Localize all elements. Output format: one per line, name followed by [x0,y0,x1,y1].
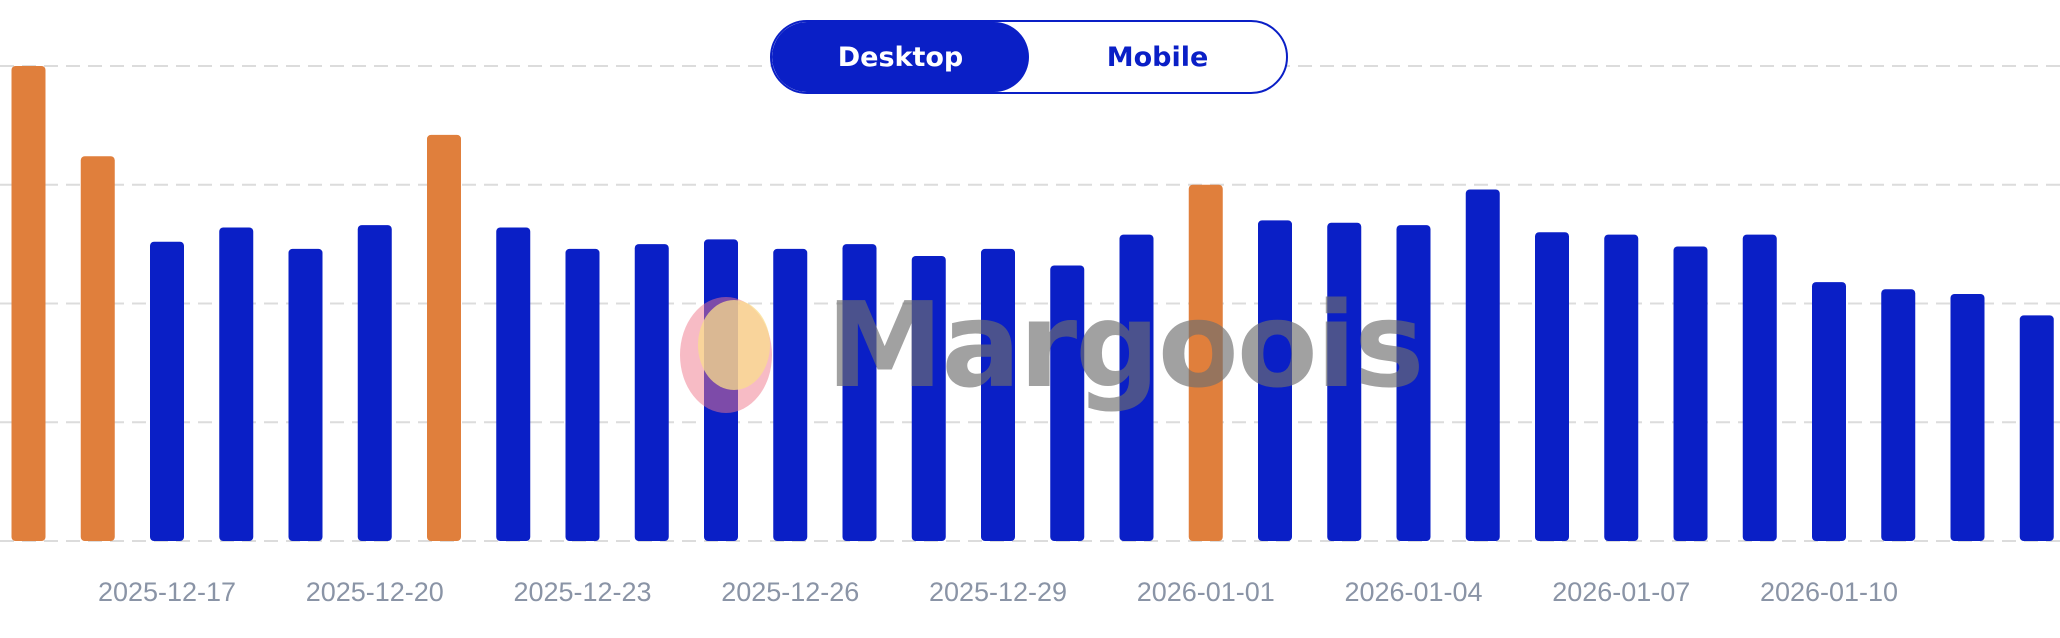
grid-lines [0,65,2060,542]
x-tick-label: 2025-12-29 [929,577,1067,607]
bar-2025-12-27[interactable] [842,244,877,541]
bar-2025-12-30[interactable] [1050,265,1085,542]
bar-2025-12-31[interactable] [1119,234,1154,541]
bar-2026-01-06[interactable] [1535,232,1569,541]
bar-2025-12-22[interactable] [496,227,531,542]
x-tick-label: 2025-12-26 [721,577,859,607]
x-tick-label: 2026-01-07 [1552,577,1690,607]
bar-2025-12-19[interactable] [288,248,323,541]
bar-2025-12-17[interactable] [150,241,184,541]
x-tick-label: 2026-01-10 [1760,577,1898,607]
bar-2025-12-15[interactable] [11,66,46,541]
bar-2025-12-18[interactable] [219,227,254,542]
bar-2026-01-04[interactable] [1396,225,1431,541]
bar-2025-12-24[interactable] [634,244,669,541]
bar-2025-12-28[interactable] [911,256,946,541]
bar-2026-01-11[interactable] [1881,289,1916,541]
x-tick-label: 2025-12-20 [306,577,444,607]
bar-2026-01-05[interactable] [1465,189,1500,542]
mobile-toggle-button[interactable]: Mobile [1106,41,1209,73]
x-tick-label: 2026-01-04 [1344,577,1482,607]
bar-2025-12-25[interactable] [704,239,738,541]
desktop-toggle-button[interactable]: Desktop [772,22,1029,92]
x-tick-label: 2025-12-17 [98,577,236,607]
x-tick-label: 2026-01-01 [1137,577,1275,607]
bar-2025-12-26[interactable] [773,248,808,541]
bar-2026-01-13[interactable] [2019,315,2054,541]
bar-2025-12-23[interactable] [565,248,600,541]
bar-2025-12-16[interactable] [80,156,115,541]
bar-2025-12-21[interactable] [427,134,461,541]
x-tick-label: 2025-12-23 [513,577,651,607]
bar-2026-01-08[interactable] [1673,246,1708,542]
bar-2025-12-20[interactable] [357,225,392,541]
bar-2026-01-09[interactable] [1742,234,1777,541]
device-toggle[interactable]: Desktop Mobile [770,20,1288,94]
bar-2026-01-02[interactable] [1258,220,1292,541]
bar-2025-12-29[interactable] [981,248,1015,541]
bar-2026-01-01[interactable] [1188,184,1223,541]
bar-2026-01-03[interactable] [1327,222,1362,541]
bar-2026-01-12[interactable] [1950,294,1985,541]
bar-2026-01-10[interactable] [1812,282,1846,541]
bar-2026-01-07[interactable] [1604,234,1639,541]
